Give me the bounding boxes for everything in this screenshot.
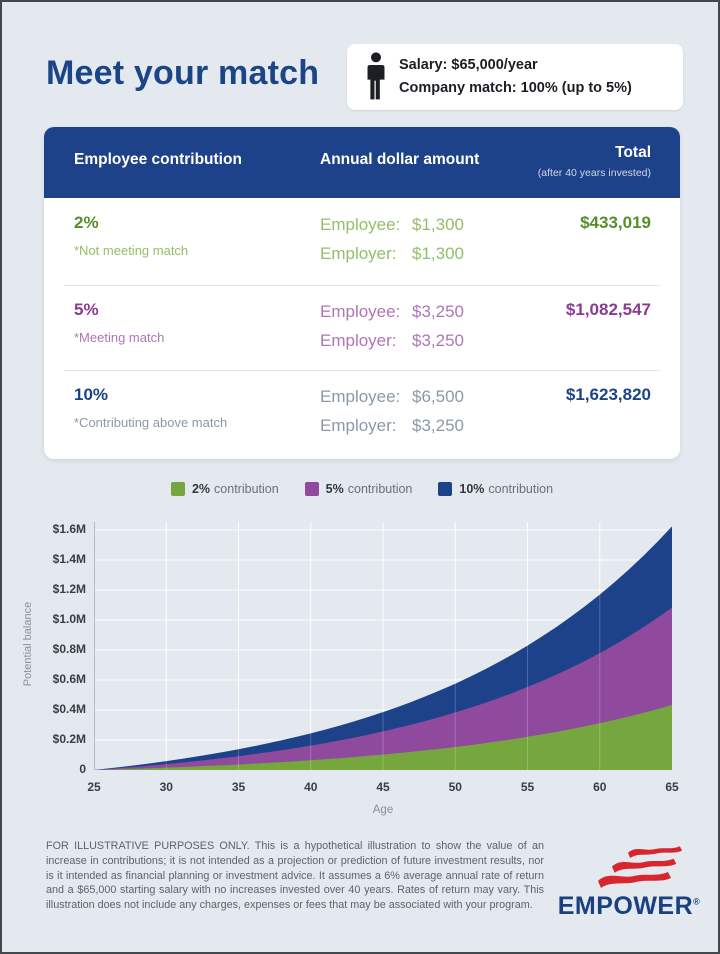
annual-amounts: Employee: $3,250 Employer: $3,250: [320, 302, 464, 350]
y-tick-label: 0: [79, 762, 86, 776]
contribution-note: *Contributing above match: [74, 415, 228, 430]
annual-amounts: Employee: $1,300 Employer: $1,300: [320, 215, 464, 263]
salary-info-box: Salary: $65,000/year Company match: 100%…: [347, 44, 683, 110]
company-match-line: Company match: 100% (up to 5%): [399, 80, 632, 96]
col-total-subtext: (after 40 years invested): [537, 167, 651, 179]
legend-item-5pct: 5% contribution: [304, 482, 412, 496]
x-tick-label: 30: [159, 780, 173, 794]
chart-legend: 2% contribution 5% contribution 10% contrib…: [2, 482, 718, 496]
y-tick-label: $1.2M: [52, 582, 86, 596]
total-value: $433,019: [580, 213, 651, 232]
growth-area-chart: Potential balance 0 $0.2M $0.4M $0.6M $0.8M $…: [2, 510, 718, 822]
y-tick-label: $1.0M: [52, 612, 86, 626]
y-tick-label: $0.4M: [52, 702, 86, 716]
person-icon: [367, 52, 385, 100]
row-divider: [64, 370, 660, 371]
total-value: $1,623,820: [565, 385, 651, 404]
legend-swatch-green: [170, 482, 185, 496]
empower-logo: EMPOWER®: [554, 844, 704, 921]
x-tick-label: 55: [520, 780, 535, 794]
page-title: Meet your match: [46, 54, 320, 92]
x-tick-label: 40: [304, 780, 318, 794]
table-row: 5% *Meeting match Employee: $3,250 Employ…: [44, 285, 680, 370]
salary-line: Salary: $65,000/year: [399, 57, 538, 73]
chart-plot-area: [94, 522, 672, 770]
empower-wordmark: EMPOWER®: [557, 892, 701, 920]
contribution-table: Employee contribution Annual dollar amou…: [44, 127, 680, 459]
y-tick-label: $0.8M: [52, 642, 86, 656]
y-tick-label: $1.4M: [52, 552, 86, 566]
y-tick-label: $1.6M: [52, 522, 86, 536]
disclaimer-text: FOR ILLUSTRATIVE PURPOSES ONLY. This is …: [46, 840, 544, 912]
contribution-pct: 5%: [74, 300, 99, 319]
x-tick-label: 50: [448, 780, 462, 794]
x-tick-label: 45: [376, 780, 390, 794]
y-tick-label: $0.6M: [52, 672, 86, 686]
y-tick-label: $0.2M: [52, 732, 86, 746]
legend-item-2pct: 2% contribution: [170, 482, 279, 496]
x-tick-label: 65: [665, 780, 679, 794]
total-value: $1,082,547: [565, 300, 651, 319]
table-row: 10% *Contributing above match Employee: $…: [44, 370, 680, 459]
contribution-pct: 2%: [74, 213, 99, 232]
x-tick-label: 35: [231, 780, 246, 794]
table-row: 2% *Not meeting match Employee: $1,300 Em…: [44, 198, 680, 285]
contribution-pct: 10%: [74, 385, 109, 404]
x-axis-title: Age: [372, 804, 394, 816]
table-header: Employee contribution Annual dollar amou…: [44, 127, 680, 198]
empower-flag-icon: [598, 846, 683, 888]
legend-swatch-purple: [304, 482, 319, 496]
col-annual-dollar-amount: Annual dollar amount: [320, 151, 480, 168]
x-tick-label: 60: [593, 780, 607, 794]
contribution-note: *Not meeting match: [74, 243, 189, 258]
annual-amounts: Employee: $6,500 Employer: $3,250: [320, 387, 464, 435]
col-employee-contribution: Employee contribution: [74, 151, 242, 168]
x-tick-label: 25: [87, 780, 101, 794]
contribution-note: *Meeting match: [74, 330, 165, 345]
row-divider: [64, 285, 660, 286]
col-total: Total: [615, 144, 651, 161]
legend-swatch-navy: [438, 482, 453, 496]
legend-item-10pct: 10% contribution: [438, 482, 553, 496]
